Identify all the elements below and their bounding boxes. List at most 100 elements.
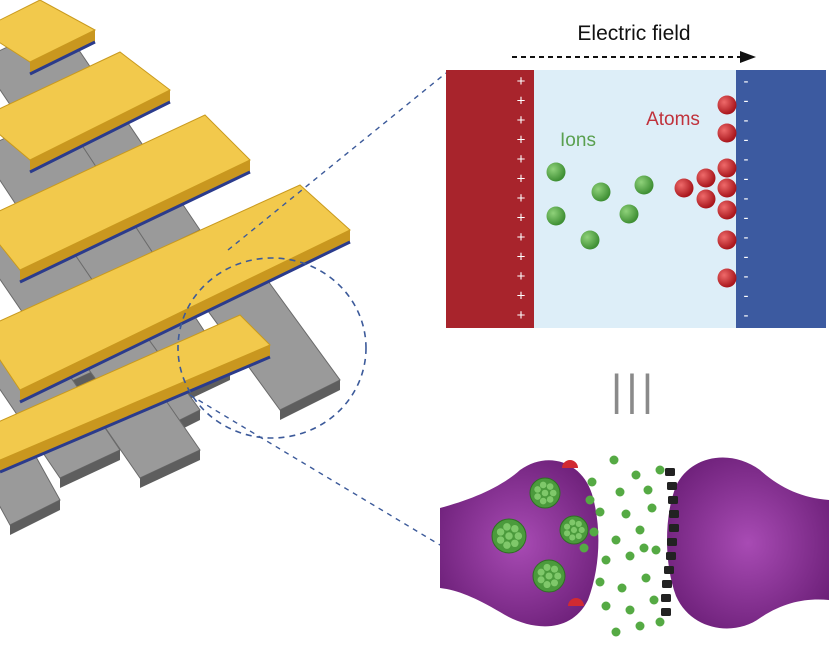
equivalence-symbol: |||	[611, 366, 657, 415]
crossbar-array	[0, 0, 351, 535]
anode-charges: + + + + + + + + + + + + +	[517, 73, 526, 324]
electrochemical-cell: + + + + + + + + + + + + + - - - - - - - - - - - - - Ions Atoms	[446, 70, 826, 328]
receptor	[667, 538, 677, 546]
vesicle-content	[534, 493, 541, 500]
electric-field-arrowhead	[740, 51, 756, 63]
vesicle-content	[537, 568, 545, 576]
release-site	[568, 598, 584, 606]
zoom-circle	[177, 257, 367, 439]
top-electrode-side	[30, 30, 95, 74]
bottom-electrode-side	[280, 380, 340, 420]
neurotransmitter	[647, 503, 657, 513]
neurotransmitter	[579, 543, 589, 553]
vesicle-content	[503, 523, 511, 531]
vesicle-content	[543, 563, 551, 571]
neurotransmitter	[595, 507, 605, 517]
neurotransmitter	[615, 487, 625, 497]
cathode	[736, 70, 826, 328]
minus-sign: -	[744, 93, 749, 110]
vesicle-content	[546, 483, 554, 490]
ions-group	[546, 162, 654, 250]
vesicle-content	[534, 486, 541, 493]
interface-layer	[19, 170, 251, 284]
vesicle-content	[550, 565, 559, 573]
ion	[619, 204, 639, 224]
vesicle-content	[539, 481, 547, 489]
minus-sign: -	[744, 151, 749, 168]
ion	[634, 175, 654, 195]
plus-sign: +	[517, 73, 526, 90]
bottom-electrode-side	[10, 500, 60, 535]
zoom-connector-top	[227, 72, 447, 251]
neurotransmitter	[649, 595, 659, 605]
neurotransmitter	[601, 555, 611, 565]
plus-sign: +	[517, 151, 526, 168]
ion	[546, 162, 566, 182]
bottom-electrode-side	[140, 450, 200, 488]
cathode-charges: - - - - - - - - - - - - -	[744, 73, 749, 324]
vesicle-content	[539, 497, 547, 505]
receptor	[661, 608, 671, 616]
neurotransmitter	[617, 583, 627, 593]
interface-layer	[29, 40, 96, 76]
top-electrode-side	[0, 345, 270, 472]
ion	[580, 230, 600, 250]
atom	[674, 178, 694, 198]
neurotransmitters	[579, 455, 665, 637]
minus-sign: -	[744, 268, 749, 285]
ions-label: Ions	[560, 130, 596, 151]
anode	[446, 70, 534, 328]
vesicles	[491, 477, 589, 593]
atoms-group	[674, 95, 737, 288]
electric-field-label: Electric field	[577, 22, 690, 45]
vesicle-content	[496, 536, 505, 544]
neurotransmitter	[601, 601, 611, 611]
vesicle-content	[550, 579, 559, 587]
neurotransmitter	[635, 525, 645, 535]
neurotransmitter	[641, 573, 651, 583]
neurotransmitter	[595, 577, 605, 587]
vesicle-content	[496, 528, 505, 536]
zoom-indicator	[177, 72, 447, 546]
minus-sign: -	[744, 249, 749, 266]
plus-sign: +	[517, 229, 526, 246]
vesicle-content	[575, 532, 582, 540]
minus-sign: -	[744, 73, 749, 90]
vesicle-content	[546, 496, 554, 503]
receptor	[662, 580, 672, 588]
vesicle-content	[511, 524, 519, 533]
minus-sign: -	[744, 171, 749, 188]
minus-sign: -	[744, 210, 749, 227]
top-electrode-side	[30, 90, 170, 172]
plus-sign: +	[517, 93, 526, 110]
ion	[591, 182, 611, 202]
vesicle-content	[503, 541, 511, 549]
vesicle-content	[563, 523, 571, 530]
vesicle-content	[543, 581, 551, 589]
release-sites	[562, 460, 584, 606]
vesicle-content	[511, 539, 519, 548]
plus-sign: +	[517, 171, 526, 188]
neurotransmitter	[621, 509, 631, 519]
neurotransmitter	[639, 543, 649, 553]
minus-sign: -	[744, 190, 749, 207]
vesicle-content	[554, 572, 562, 580]
atom	[696, 168, 716, 188]
vesicle-content	[563, 530, 571, 537]
atoms-label: Atoms	[646, 109, 700, 130]
neurotransmitter	[655, 465, 665, 475]
vesicle-content	[575, 520, 582, 528]
vesicle-content	[549, 489, 557, 497]
atom	[717, 158, 737, 178]
plus-sign: +	[517, 112, 526, 129]
release-site	[562, 460, 578, 468]
plus-sign: +	[517, 307, 526, 324]
interface-layer	[0, 355, 271, 474]
vesicle-content	[545, 572, 553, 580]
plus-sign: +	[517, 190, 526, 207]
atom	[717, 200, 737, 220]
neurotransmitter	[651, 545, 661, 555]
plus-sign: +	[517, 249, 526, 266]
receptor	[661, 594, 671, 602]
electric-field-indicator: Electric field	[512, 22, 756, 63]
